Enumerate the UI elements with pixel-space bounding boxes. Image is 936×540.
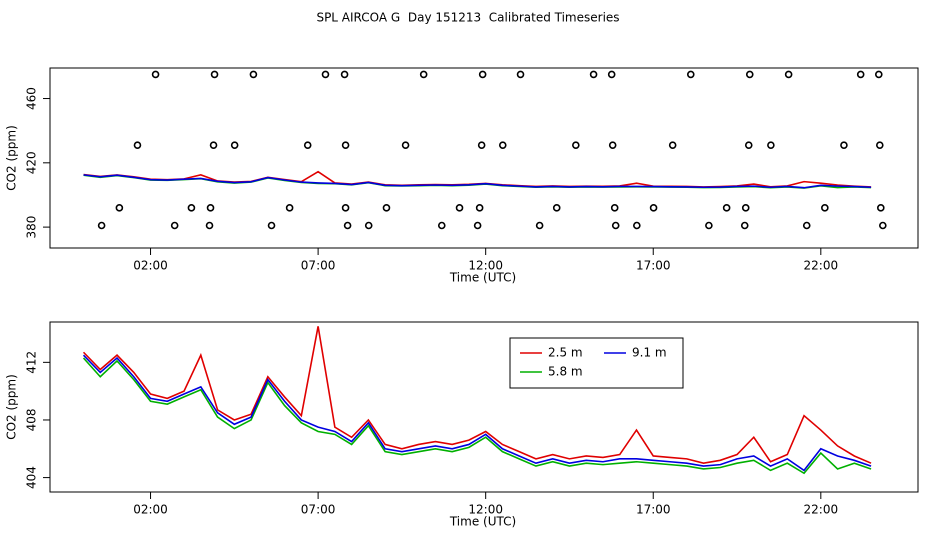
point: [784, 70, 793, 79]
point: [498, 141, 507, 149]
point: [767, 141, 775, 149]
point: [401, 141, 410, 149]
point: [382, 204, 391, 212]
x-tick-label: 07:00: [301, 503, 336, 517]
x-tick-label: 22:00: [804, 503, 839, 517]
y-tick-label: 404: [25, 466, 39, 489]
x-tick-label: 12:00: [468, 503, 503, 517]
point: [589, 70, 598, 79]
x-tick-label: 07:00: [301, 259, 336, 273]
point: [879, 221, 887, 230]
point: [744, 141, 753, 149]
point: [610, 204, 619, 212]
point: [230, 141, 239, 149]
point: [705, 221, 713, 230]
point: [170, 221, 179, 230]
point: [151, 70, 160, 79]
point: [205, 221, 214, 230]
point: [572, 141, 580, 149]
x-tick-label: 12:00: [468, 259, 503, 273]
point: [608, 141, 617, 149]
point: [343, 221, 352, 230]
plot-frame: [49, 67, 919, 249]
point: [478, 70, 487, 79]
point: [740, 221, 749, 230]
point: [607, 70, 616, 79]
legend-label: 2.5 m: [548, 346, 583, 360]
series-line: [83, 174, 872, 189]
y-tick-label: 380: [25, 216, 39, 239]
point: [249, 70, 258, 79]
point: [115, 204, 124, 212]
point: [477, 141, 486, 149]
point: [821, 204, 829, 212]
point: [840, 141, 848, 149]
point: [722, 204, 731, 212]
x-axis-label: Time (UTC): [449, 271, 516, 285]
point: [187, 204, 196, 212]
series-line: [82, 326, 872, 465]
point: [303, 141, 312, 149]
y-axis-label: CO2 (ppm): [5, 125, 19, 191]
legend-box: [509, 337, 684, 389]
point: [856, 70, 865, 79]
point: [633, 221, 641, 230]
x-tick-label: 02:00: [133, 503, 168, 517]
legend-label: 9.1 m: [632, 346, 667, 360]
point: [97, 221, 106, 230]
point: [285, 204, 294, 212]
x-tick-label: 02:00: [133, 259, 168, 273]
point: [210, 70, 219, 79]
point: [473, 221, 482, 230]
point: [552, 204, 561, 212]
point: [209, 141, 218, 149]
point: [133, 141, 142, 149]
x-tick-label: 17:00: [636, 503, 671, 517]
point: [341, 141, 350, 149]
point: [611, 221, 620, 230]
point: [341, 204, 350, 212]
point: [364, 221, 373, 230]
y-tick-label: 412: [25, 351, 39, 374]
y-axis-label: CO2 (ppm): [5, 374, 19, 440]
point: [475, 204, 484, 212]
point: [875, 141, 884, 149]
point: [437, 221, 446, 230]
y-tick-label: 460: [25, 87, 39, 110]
point: [686, 70, 695, 79]
legend-label: 5.8 m: [548, 365, 583, 379]
plot-frame: [49, 321, 919, 493]
point: [321, 70, 330, 79]
point: [267, 221, 276, 230]
point: [340, 70, 349, 79]
x-axis-label: Time (UTC): [449, 515, 516, 529]
point: [535, 221, 544, 230]
point: [745, 70, 754, 79]
point: [649, 204, 658, 212]
series-line: [82, 354, 872, 472]
point: [455, 204, 464, 212]
point: [516, 70, 525, 79]
point: [802, 221, 811, 230]
point: [874, 70, 883, 79]
point: [741, 204, 750, 212]
point: [206, 204, 215, 212]
point: [668, 141, 677, 149]
point: [876, 204, 885, 212]
series-line: [82, 357, 872, 475]
x-tick-label: 17:00: [636, 259, 671, 273]
x-tick-label: 22:00: [804, 259, 839, 273]
point: [419, 70, 428, 79]
y-tick-label: 408: [25, 409, 39, 432]
y-tick-label: 420: [25, 151, 39, 174]
chart-title: SPL AIRCOA G Day 151213 Calibrated Times…: [316, 11, 619, 25]
